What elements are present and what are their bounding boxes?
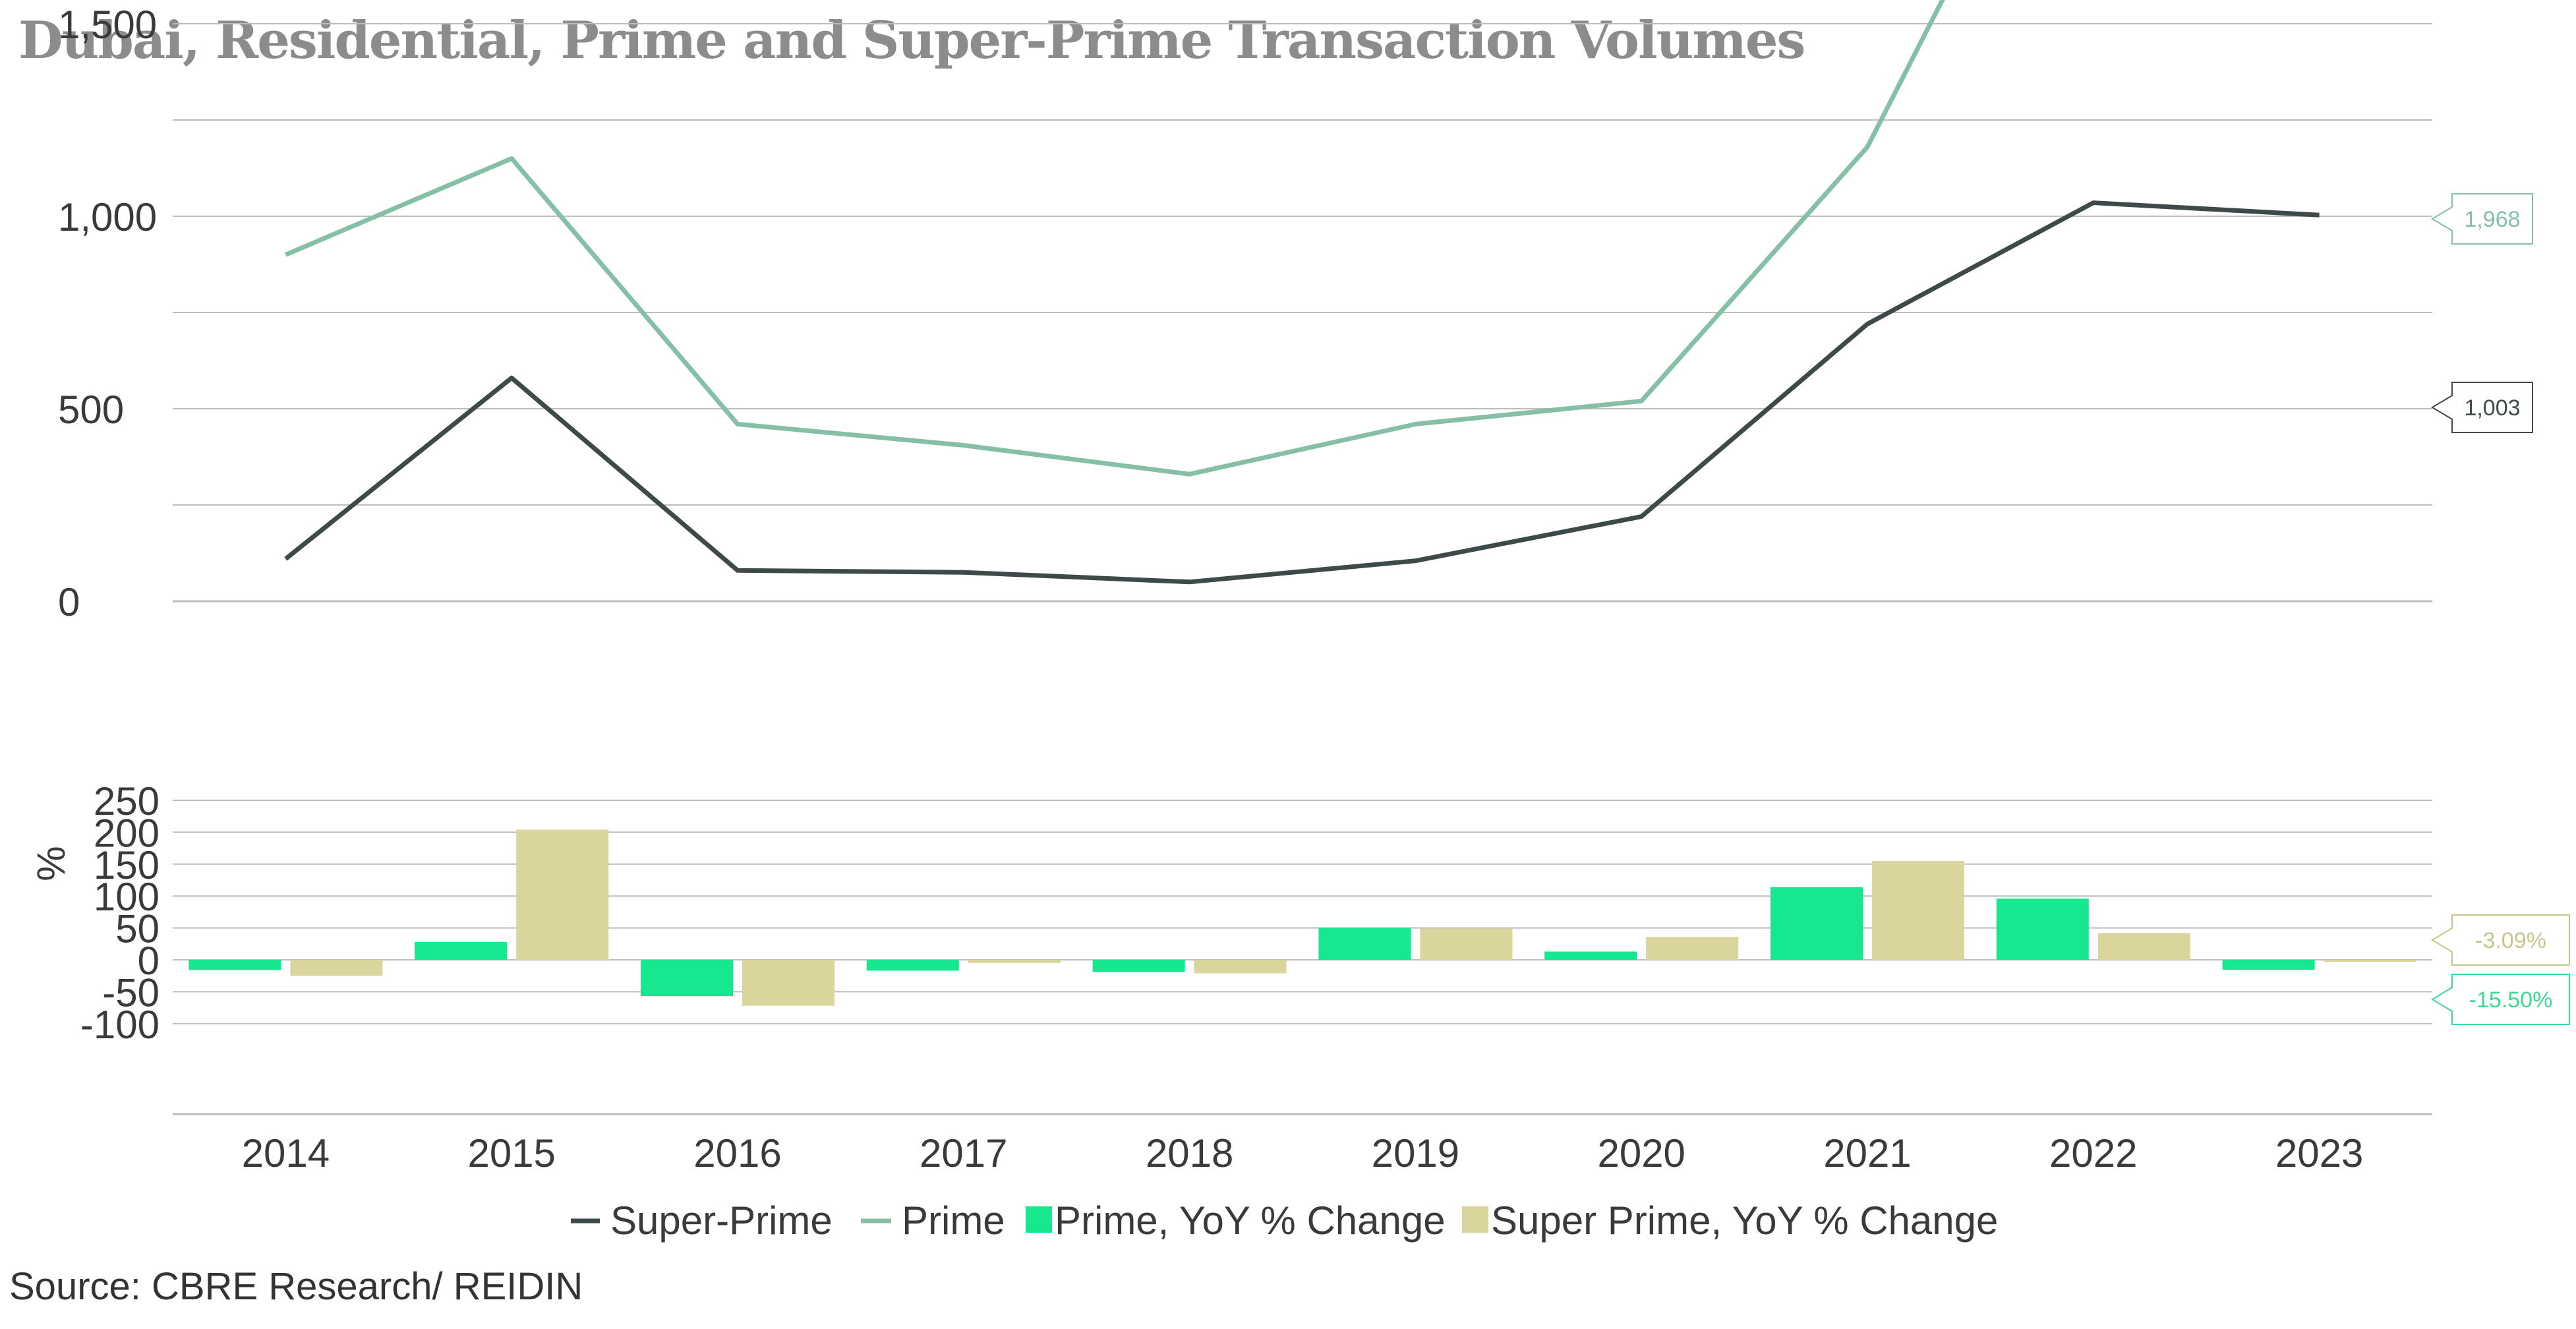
labels-layer: 2,5002,0001,5001,0005000250200150100500-… [29,3,2363,1175]
bar-prime-yoy [1771,887,1863,960]
chart-title: Dubai, Residential, Prime and Super-Prim… [18,11,1805,71]
callout-label: 1,968 [2464,207,2520,232]
callout-box [2431,914,2570,966]
callout: 1,968 [2431,193,2533,245]
x-tick-label: 2018 [1146,1131,1233,1175]
grid-layer [173,23,2432,1115]
callout: -3.09% [2431,914,2570,966]
x-tick-label: 2016 [693,1131,781,1175]
bar-super-prime-yoy [2097,933,2190,960]
callout-box [2431,193,2533,245]
bar-super-prime-yoy [742,960,834,1006]
bar-super-prime-yoy [1646,937,1739,960]
x-tick-label: 2017 [920,1131,1007,1175]
y-tick-lower: 150 [94,843,160,887]
callout-label: 1,003 [2464,396,2520,421]
callout-label: -3.09% [2475,928,2546,953]
bar-prime-yoy [1318,928,1411,960]
y-tick-upper: 1,500 [58,3,157,47]
legend-label-super-prime-yoy: Super Prime, YoY % Change [1491,1198,1998,1243]
y-tick-lower: -50 [102,970,160,1015]
bar-prime-yoy [1092,960,1185,972]
bar-prime-yoy [1996,899,2089,960]
bar-prime-yoy [866,960,959,971]
x-tick-label: 2022 [2049,1131,2137,1175]
x-tick-label: 2015 [467,1131,555,1175]
bar-super-prime-yoy [1420,928,1513,960]
y-tick-lower: 250 [94,779,160,823]
bar-super-prime-yoy [968,960,1061,963]
y-tick-upper: 1,000 [58,195,157,239]
bar-super-prime-yoy [1194,960,1287,974]
callout-box [2431,974,2570,1025]
legend: Super-Prime Prime Prime, YoY % Change Super… [571,1198,1998,1243]
x-tick-label: 2020 [1597,1131,1685,1175]
callout-label: -15.50% [2469,988,2553,1013]
bar-prime-yoy [1544,951,1637,960]
callout: 1,003 [2431,382,2533,433]
bar-prime-yoy [641,960,733,997]
x-tick-label: 2019 [1372,1131,1459,1175]
bar-super-prime-yoy [516,829,609,960]
x-tick-label: 2023 [2275,1131,2363,1175]
line-super-prime [284,200,2320,585]
legend-label-super-prime: Super-Prime [610,1198,833,1243]
legend-label-prime: Prime [902,1198,1005,1243]
y-tick-lower: 200 [94,811,160,855]
bar-super-prime-yoy [1872,860,1964,960]
bar-super-prime-yoy [290,960,383,976]
bars-layer [189,829,2416,1006]
bar-prime-yoy [2222,960,2315,970]
y-tick-lower: 50 [115,907,160,951]
bar-super-prime-yoy [2324,960,2416,962]
callout-box [2431,382,2533,433]
source-note: Source: CBRE Research/ REIDIN [9,1265,583,1308]
y-tick-upper: 0 [58,580,80,624]
lines-layer [284,0,2320,585]
y-tick-lower: 100 [94,875,160,919]
legend-swatch-prime-yoy [1026,1206,1052,1233]
x-tick-label: 2021 [1823,1131,1911,1175]
bar-prime-yoy [415,941,508,960]
y-tick-lower: 0 [138,939,160,983]
legend-label-prime-yoy: Prime, YoY % Change [1055,1198,1446,1243]
x-tick-label: 2014 [242,1131,330,1175]
y-tick-upper: 500 [58,388,124,432]
line-prime [285,0,1945,477]
callout: -15.50% [2431,974,2570,1025]
callouts-layer: 1,968 1,003 -3.09% -15.50% [2431,193,2570,1025]
y-tick-lower: -100 [80,1003,160,1047]
bar-prime-yoy [189,960,281,970]
legend-swatch-super-prime-yoy [1462,1206,1488,1233]
y-axis-label-percent: % [29,846,73,881]
